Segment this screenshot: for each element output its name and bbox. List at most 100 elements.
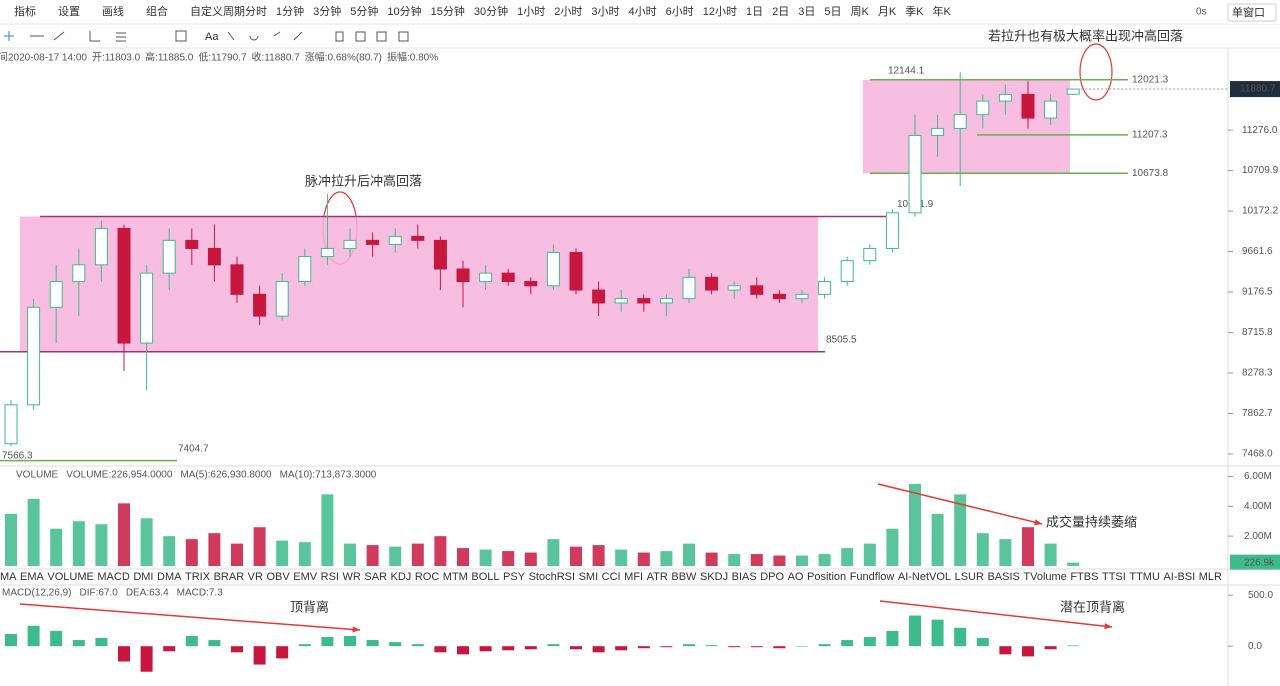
volume-bar bbox=[298, 542, 311, 566]
period-button[interactable]: 月K bbox=[878, 6, 897, 18]
indicator-tab[interactable]: BRAR bbox=[214, 571, 245, 583]
macd-bar bbox=[208, 640, 221, 647]
indicator-tab[interactable]: MA bbox=[0, 571, 17, 583]
macd-bar bbox=[5, 633, 17, 647]
period-button[interactable]: 年K bbox=[933, 4, 952, 18]
volume-bar bbox=[185, 539, 198, 566]
candle-body bbox=[1044, 100, 1058, 119]
y-tick-label: 11276.0 bbox=[1242, 125, 1278, 136]
indicator-tab[interactable]: EMV bbox=[293, 571, 318, 583]
volume-bar bbox=[95, 524, 108, 566]
period-button[interactable]: 1日 bbox=[746, 6, 763, 18]
toolbar-button[interactable]: 指标 bbox=[14, 4, 36, 18]
candle-body bbox=[501, 272, 515, 283]
indicator-tab[interactable]: AI-NetVOL bbox=[898, 571, 951, 583]
indicator-tab[interactable]: SKDJ bbox=[700, 571, 728, 583]
volume-header: MA(10):713,873.3000 bbox=[280, 470, 377, 481]
indicator-tab[interactable]: TVolume bbox=[1023, 571, 1066, 583]
indicator-tab[interactable]: ROC bbox=[415, 571, 440, 583]
period-button[interactable]: 10分钟 bbox=[387, 4, 421, 18]
indicator-tab[interactable]: MLR bbox=[1199, 571, 1222, 583]
candle-body bbox=[772, 293, 786, 300]
macd-bar bbox=[434, 646, 447, 653]
indicator-tab[interactable]: BIAS bbox=[732, 571, 757, 583]
indicator-tab[interactable]: RSI bbox=[321, 571, 339, 583]
font-tool[interactable]: Aa bbox=[205, 31, 219, 43]
indicator-tab[interactable]: DMI bbox=[133, 571, 153, 583]
period-button[interactable]: 15分钟 bbox=[431, 4, 465, 18]
volume-bar bbox=[502, 551, 515, 566]
indicator-tab[interactable]: EMA bbox=[20, 571, 45, 583]
indicator-tab[interactable]: CCI bbox=[602, 571, 621, 583]
candle-body bbox=[456, 268, 470, 283]
y-tick-label: 0.0 bbox=[1248, 641, 1262, 652]
indicator-tab[interactable]: TTSI bbox=[1102, 571, 1126, 583]
candle-body bbox=[953, 114, 967, 129]
indicator-tab[interactable]: MTM bbox=[443, 571, 468, 583]
macd-bar bbox=[863, 637, 876, 647]
candle-body bbox=[388, 235, 402, 245]
period-button[interactable]: 2小时 bbox=[554, 5, 582, 18]
indicator-tab[interactable]: AO bbox=[788, 571, 804, 583]
indicator-tab[interactable]: WR bbox=[343, 571, 361, 583]
indicator-tab[interactable]: ATR bbox=[647, 571, 668, 583]
y-tick-label: 8715.8 bbox=[1242, 327, 1273, 338]
period-button[interactable]: 1小时 bbox=[517, 5, 545, 18]
volume-bar bbox=[705, 552, 718, 566]
window-select[interactable] bbox=[1227, 3, 1277, 22]
indicator-tab[interactable]: FTBS bbox=[1070, 571, 1098, 583]
candle-body bbox=[230, 264, 244, 295]
macd-bar bbox=[321, 637, 334, 647]
indicator-tab[interactable]: SMI bbox=[579, 571, 599, 583]
macd-bar bbox=[524, 646, 537, 650]
period-button[interactable]: 分时 bbox=[245, 5, 267, 18]
period-button[interactable]: 5分钟 bbox=[350, 4, 378, 18]
indicator-tab[interactable]: PSY bbox=[503, 571, 526, 583]
indicator-tab[interactable]: DPO bbox=[760, 571, 784, 583]
indicator-tab[interactable]: MFI bbox=[624, 571, 643, 583]
period-button[interactable]: 周K bbox=[851, 5, 870, 18]
period-button[interactable]: 3日 bbox=[798, 6, 815, 18]
period-button[interactable]: 1分钟 bbox=[276, 4, 304, 18]
period-button[interactable]: 12小时 bbox=[703, 5, 737, 18]
candle-body bbox=[343, 239, 357, 249]
volume-bar bbox=[660, 551, 673, 566]
toolbar-button[interactable]: 设置 bbox=[58, 5, 80, 18]
indicator-tab[interactable]: BOLL bbox=[471, 571, 499, 583]
period-button[interactable]: 3小时 bbox=[591, 5, 619, 18]
indicator-tab[interactable]: StochRSI bbox=[529, 571, 575, 583]
indicator-tab[interactable]: KDJ bbox=[391, 571, 412, 583]
indicator-tab[interactable]: DMA bbox=[157, 571, 182, 583]
indicator-tab[interactable]: BASIS bbox=[987, 571, 1019, 583]
period-button[interactable]: 4小时 bbox=[629, 5, 657, 18]
indicator-tab[interactable]: BBW bbox=[671, 571, 697, 583]
toolbar-button[interactable]: 画线 bbox=[102, 4, 124, 18]
candle-body bbox=[4, 404, 18, 445]
arrow-head bbox=[1104, 623, 1112, 630]
indicator-tab[interactable]: TTMU bbox=[1129, 571, 1160, 583]
indicator-tab[interactable]: Fundflow bbox=[850, 571, 895, 583]
indicator-tab[interactable]: MACD bbox=[97, 571, 129, 583]
indicator-tab[interactable]: AI-BSI bbox=[1163, 571, 1195, 583]
window-select-label[interactable]: 单窗口 bbox=[1232, 5, 1265, 19]
indicator-tab[interactable]: OBV bbox=[266, 571, 290, 583]
period-button[interactable]: 30分钟 bbox=[474, 4, 508, 18]
period-button[interactable]: 2日 bbox=[772, 6, 789, 18]
macd-bar bbox=[502, 646, 515, 651]
period-button[interactable]: 6小时 bbox=[666, 5, 694, 18]
y-tick-label: 9176.5 bbox=[1242, 287, 1273, 298]
toolbar-button[interactable]: 组合 bbox=[146, 4, 168, 18]
indicator-tab[interactable]: VOLUME bbox=[47, 571, 93, 583]
toolbar-button[interactable]: 自定义周期 bbox=[190, 4, 245, 18]
y-tick-label: 4.00M bbox=[1244, 501, 1272, 512]
indicator-tab[interactable]: SAR bbox=[364, 571, 387, 583]
indicator-tab[interactable]: VR bbox=[248, 571, 263, 583]
indicator-tab[interactable]: TRIX bbox=[185, 571, 211, 583]
macd-bar bbox=[570, 646, 582, 650]
indicator-tab[interactable]: LSUR bbox=[955, 571, 984, 583]
period-button[interactable]: 5日 bbox=[824, 6, 841, 18]
period-button[interactable]: 3分钟 bbox=[313, 4, 341, 18]
period-button[interactable]: 季K bbox=[905, 5, 924, 18]
indicator-tab[interactable]: Position bbox=[807, 571, 846, 583]
candle-body bbox=[366, 239, 380, 245]
